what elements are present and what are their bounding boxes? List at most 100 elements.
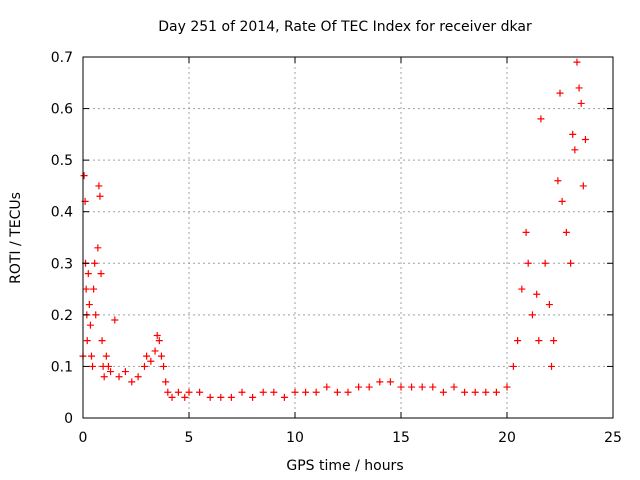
data-point: [302, 388, 310, 396]
data-point: [550, 337, 558, 345]
data-point: [280, 393, 288, 401]
data-point: [461, 388, 469, 396]
data-point: [160, 362, 168, 370]
data-point: [514, 337, 522, 345]
y-tick-label: 0.3: [51, 256, 73, 272]
data-point: [100, 373, 108, 381]
data-point: [102, 352, 110, 360]
y-tick-label: 0.5: [51, 153, 73, 169]
data-point: [573, 58, 581, 66]
data-point: [157, 352, 165, 360]
data-point: [450, 383, 458, 391]
data-point: [291, 388, 299, 396]
data-point: [259, 388, 267, 396]
data-points: [79, 58, 589, 401]
data-point: [168, 393, 176, 401]
data-point: [562, 228, 570, 236]
y-tick-label: 0.6: [51, 102, 73, 118]
y-axis-label: ROTI / TECUs: [8, 192, 24, 284]
data-point: [90, 285, 98, 293]
data-point: [85, 301, 93, 309]
data-point: [270, 388, 278, 396]
data-point: [558, 197, 566, 205]
x-tick-label: 5: [185, 430, 194, 446]
y-tick-label: 0.4: [51, 205, 73, 221]
y-tick-label: 0.1: [51, 359, 73, 375]
data-point: [355, 383, 363, 391]
data-point: [147, 357, 155, 365]
data-point: [140, 362, 148, 370]
data-point: [545, 301, 553, 309]
data-point: [185, 388, 193, 396]
data-point: [541, 259, 549, 267]
data-point: [439, 388, 447, 396]
y-tick-label: 0.2: [51, 308, 73, 324]
data-point: [571, 146, 579, 154]
plot-frame: [82, 56, 614, 419]
data-point: [537, 115, 545, 123]
data-point: [238, 388, 246, 396]
data-point: [418, 383, 426, 391]
data-point: [581, 136, 589, 144]
data-point: [492, 388, 500, 396]
data-point: [95, 182, 103, 190]
data-point: [556, 89, 564, 97]
data-point: [94, 244, 102, 252]
x-tick-label: 20: [498, 430, 516, 446]
data-point: [569, 130, 577, 138]
data-point: [121, 368, 129, 376]
data-point: [217, 393, 225, 401]
data-point: [533, 290, 541, 298]
data-point: [162, 378, 170, 386]
data-point: [503, 383, 511, 391]
x-tick-label: 10: [286, 430, 304, 446]
data-point: [134, 373, 142, 381]
data-point: [528, 311, 536, 319]
data-point: [524, 259, 532, 267]
data-point: [522, 228, 530, 236]
data-point: [554, 177, 562, 185]
y-tick-labels: 0 0.1 0.2 0.3 0.4 0.5 0.6 0.7: [51, 50, 73, 427]
data-point: [482, 388, 490, 396]
data-point: [181, 393, 189, 401]
axis-ticks: [82, 56, 614, 419]
data-point: [155, 337, 163, 345]
x-tick-label: 15: [392, 430, 410, 446]
data-point: [83, 337, 91, 345]
x-tick-labels: 0 5 10 15 20 25: [79, 430, 622, 446]
data-point: [98, 337, 106, 345]
data-point: [86, 321, 94, 329]
data-point: [164, 388, 172, 396]
data-point: [518, 285, 526, 293]
data-point: [577, 99, 585, 107]
data-point: [84, 270, 92, 278]
x-axis-label: GPS time / hours: [286, 458, 403, 474]
chart-title: Day 251 of 2014, Rate Of TEC Index for r…: [158, 19, 532, 35]
data-point: [89, 362, 97, 370]
data-point: [151, 347, 159, 355]
data-point: [96, 192, 104, 200]
data-point: [80, 172, 88, 180]
data-point: [386, 378, 394, 386]
data-point: [91, 259, 99, 267]
y-tick-label: 0: [64, 411, 73, 427]
data-point: [107, 368, 115, 376]
data-point: [376, 378, 384, 386]
data-point: [333, 388, 341, 396]
data-point: [97, 270, 105, 278]
data-point: [115, 373, 123, 381]
data-point: [227, 393, 235, 401]
data-point: [365, 383, 373, 391]
data-point: [397, 383, 405, 391]
data-point: [82, 285, 90, 293]
data-point: [87, 352, 95, 360]
x-tick-label: 25: [604, 430, 622, 446]
data-point: [548, 362, 556, 370]
data-point: [143, 352, 151, 360]
data-point: [249, 393, 257, 401]
data-point: [312, 388, 320, 396]
data-point: [567, 259, 575, 267]
data-point: [111, 316, 119, 324]
data-point: [429, 383, 437, 391]
